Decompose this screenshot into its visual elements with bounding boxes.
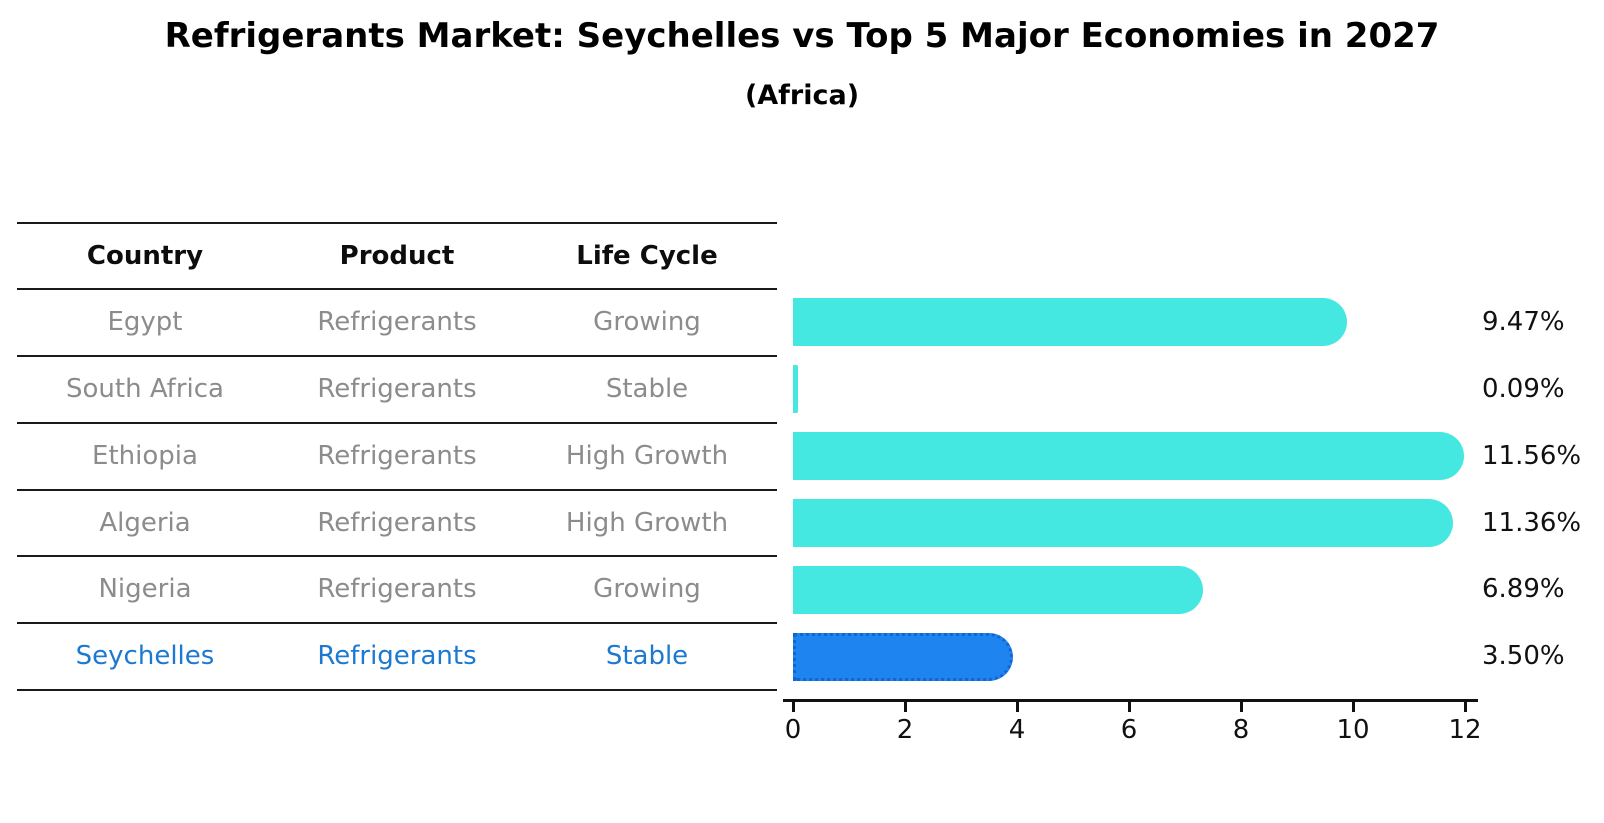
x-axis-line [783,699,1478,702]
x-axis-tick [1239,699,1243,712]
table-separator-line [17,288,777,290]
bar-egypt [793,298,1348,347]
cell-country: Nigeria [98,574,192,605]
cell-life-cycle: High Growth [565,440,729,471]
x-axis-tick [1015,699,1019,712]
x-axis-tick [791,699,795,712]
cell-country: Seychelles [75,641,215,672]
column-header-country: Country [86,241,204,271]
bar-ethiopia [793,432,1465,481]
table-separator-line [17,622,777,625]
cell-product: Refrigerants [317,641,477,672]
bar-south-africa [793,365,799,414]
cell-product: Refrigerants [317,507,477,538]
value-label: 9.47% [1482,307,1565,337]
value-label: 0.09% [1482,373,1565,404]
table-separator-line [17,555,777,558]
cell-life-cycle: Stable [605,373,689,404]
cell-life-cycle: Growing [593,574,701,605]
cell-country: Egypt [107,307,183,337]
x-axis-tick-label: 10 [1336,715,1370,745]
table-separator-line [17,421,777,424]
x-axis-tick-label: 2 [896,715,914,745]
table-separator-line [17,488,777,491]
cell-country: Ethiopia [92,440,198,471]
x-axis-tick [903,699,907,712]
cell-product: Refrigerants [317,373,477,404]
x-axis-tick-label: 8 [1232,715,1250,745]
cell-life-cycle: High Growth [565,507,729,538]
chart-subtitle: (Africa) [744,80,860,111]
column-header-life-cycle: Life Cycle [576,241,718,271]
cell-product: Refrigerants [317,440,477,471]
bar-algeria [793,498,1454,547]
table-separator-line [17,689,777,691]
value-label: 11.36% [1482,507,1582,538]
x-axis-tick-label: 4 [1008,715,1026,745]
column-header-product: Product [339,241,455,271]
cell-country: South Africa [66,373,224,404]
x-axis-tick [1127,699,1131,712]
value-label: 6.89% [1482,574,1565,605]
x-axis-tick-label: 6 [1120,715,1138,745]
x-axis-tick [1463,699,1467,712]
table-separator-line [17,222,777,224]
value-label: 3.50% [1482,641,1565,672]
bar-seychelles [793,632,1013,681]
cell-life-cycle: Stable [605,641,689,672]
cell-country: Algeria [99,507,191,538]
x-axis-tick-label: 12 [1448,715,1482,745]
x-axis-tick [1351,699,1355,712]
cell-product: Refrigerants [317,574,477,605]
cell-product: Refrigerants [317,307,477,337]
bar-nigeria [793,565,1203,614]
value-label: 11.56% [1482,440,1582,471]
table-separator-line [17,354,777,357]
chart-title: Refrigerants Market: Seychelles vs Top 5… [164,16,1440,56]
cell-life-cycle: Growing [593,307,701,337]
x-axis-tick-label: 0 [784,715,802,745]
